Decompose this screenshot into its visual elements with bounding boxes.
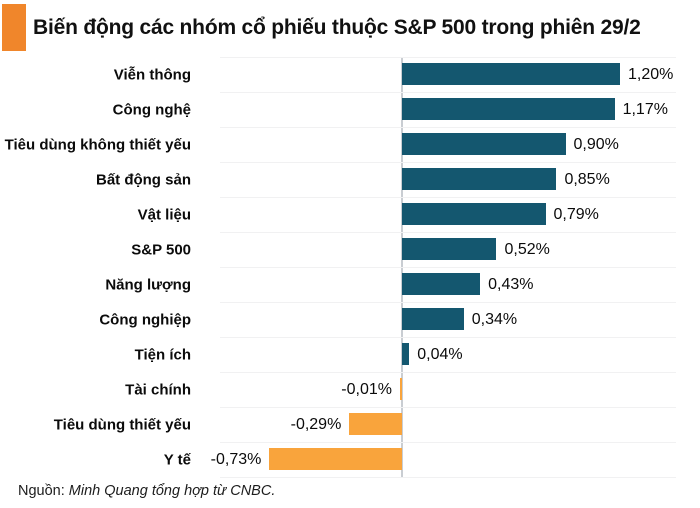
accent-square <box>2 4 26 51</box>
chart-row: Tiện ích 0,04% <box>0 337 700 372</box>
value-label: 1,17% <box>622 100 668 118</box>
category-label: S&P 500 <box>131 241 191 258</box>
source-note: Nguồn: Minh Quang tổng hợp từ CNBC. <box>18 483 275 499</box>
category-label: Viễn thông <box>113 66 191 83</box>
value-label: -0,29% <box>290 415 342 433</box>
chart-title: Biến động các nhóm cổ phiếu thuộc S&P 50… <box>33 16 641 39</box>
value-label: 0,79% <box>553 205 599 223</box>
value-label: 0,52% <box>504 240 550 258</box>
row-separator-line <box>220 197 676 198</box>
row-separator-line <box>220 442 676 443</box>
value-label: -0,73% <box>210 450 262 468</box>
chart-row: Công nghiệp 0,34% <box>0 302 700 337</box>
chart-row: Vật liệu 0,79% <box>0 197 700 232</box>
row-separator-line <box>220 92 676 93</box>
chart-row: Viễn thông 1,20% <box>0 57 700 92</box>
category-label: Tiêu dùng không thiết yếu <box>4 136 191 153</box>
value-label: 1,20% <box>628 65 674 83</box>
bar-negative <box>400 378 402 400</box>
chart-row: Tiêu dùng không thiết yếu 0,90% <box>0 127 700 162</box>
category-label: Công nghệ <box>112 101 191 118</box>
source-prefix: Nguồn: <box>18 483 65 499</box>
bar-positive <box>402 273 481 295</box>
row-separator-line <box>220 407 676 408</box>
bar-positive <box>402 203 546 225</box>
row-separator-line <box>220 337 676 338</box>
value-label: 0,43% <box>488 275 534 293</box>
value-label: 0,04% <box>417 345 463 363</box>
row-separator-line <box>220 302 676 303</box>
value-label: 0,34% <box>471 310 518 328</box>
row-separator-line <box>220 127 676 128</box>
category-label: Tài chính <box>125 381 191 398</box>
bar-positive <box>402 63 621 85</box>
row-separator-line <box>220 372 676 373</box>
category-label: Tiêu dùng thiết yếu <box>53 416 191 433</box>
category-label: Bất động sản <box>95 171 191 188</box>
category-label: Tiện ích <box>134 346 191 363</box>
bar-positive <box>402 98 615 120</box>
chart-row: Công nghệ 1,17% <box>0 92 700 127</box>
bar-positive <box>402 343 410 365</box>
row-separator-line <box>220 477 676 478</box>
row-separator-line <box>220 162 676 163</box>
bar-positive <box>402 133 566 155</box>
chart-row: Bất động sản 0,85% <box>0 162 700 197</box>
chart-row: Tài chính -0,01% <box>0 372 700 407</box>
category-label: Năng lượng <box>105 276 191 293</box>
value-label: 0,85% <box>564 170 610 188</box>
category-label: Công nghiệp <box>99 311 191 328</box>
chart-row: S&P 500 0,52% <box>0 232 700 267</box>
row-separator-line <box>220 57 676 58</box>
category-label: Vật liệu <box>137 206 191 223</box>
bar-positive <box>402 168 557 190</box>
value-label: -0,01% <box>341 380 392 398</box>
value-label: 0,90% <box>573 135 619 153</box>
bar-positive <box>402 238 497 260</box>
bar-positive <box>402 308 464 330</box>
row-separator-line <box>220 267 676 268</box>
bar-negative <box>269 448 402 470</box>
chart-row: Tiêu dùng thiết yếu -0,29% <box>0 407 700 442</box>
source-text: Minh Quang tổng hợp từ CNBC. <box>68 483 276 499</box>
row-separator-line <box>220 232 676 233</box>
bar-negative <box>349 413 402 435</box>
chart-row: Năng lượng 0,43% <box>0 267 700 302</box>
category-label: Y tế <box>163 451 191 468</box>
chart-row: Y tế -0,73% <box>0 442 700 477</box>
bar-chart: Viễn thông 1,20% Công nghệ 1,17% Tiêu dùng k… <box>0 57 700 478</box>
